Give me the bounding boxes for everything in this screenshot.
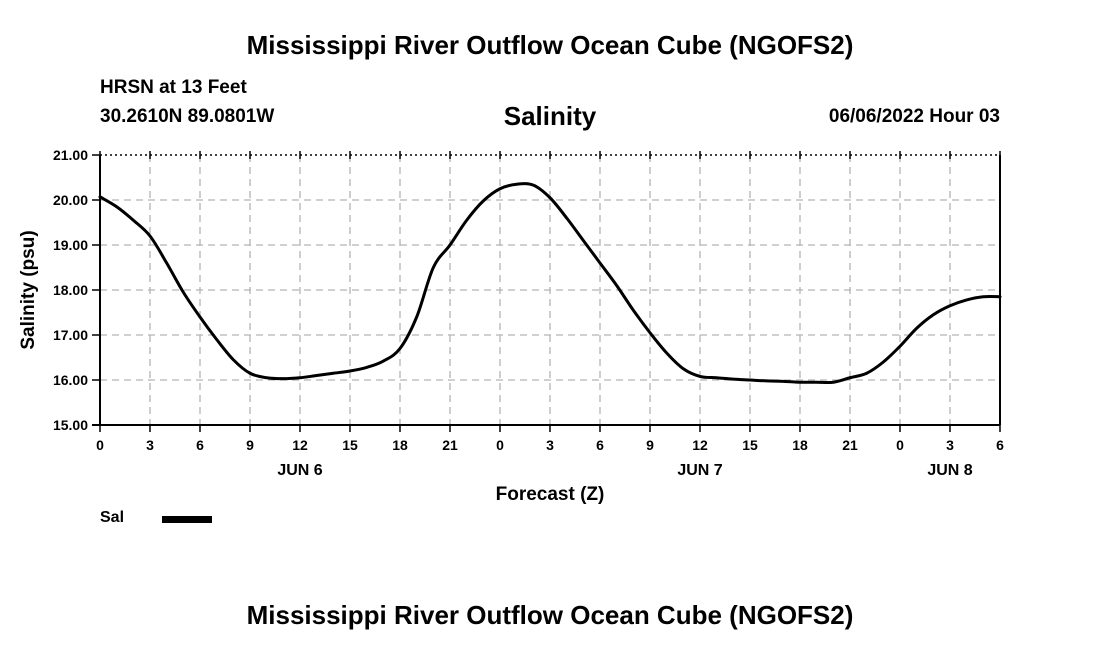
grid-layer [100, 154, 1000, 425]
x-tick-label: 0 [896, 437, 904, 453]
coordinates-label: 30.2610N 89.0801W [100, 106, 275, 127]
day-label: JUN 6 [277, 462, 322, 479]
x-tick-label: 0 [96, 437, 104, 453]
x-tick-label: 9 [646, 437, 654, 453]
x-tick-label: 15 [342, 437, 358, 453]
y-tick-label: 15.00 [53, 417, 88, 433]
footer-title: Mississippi River Outflow Ocean Cube (NG… [246, 600, 854, 630]
series-layer [98, 182, 1002, 385]
x-tick-label: 3 [146, 437, 154, 453]
x-tick-label: 6 [996, 437, 1004, 453]
x-tick-label: 3 [946, 437, 954, 453]
legend-label-sal: Sal [100, 509, 125, 526]
x-axis-title: Forecast (Z) [496, 484, 605, 505]
x-tick-label: 0 [496, 437, 504, 453]
x-tick-label: 15 [742, 437, 758, 453]
x-tick-label: 18 [792, 437, 808, 453]
datetime-label: 06/06/2022 Hour 03 [828, 106, 1000, 127]
legend-swatch-sal [162, 516, 212, 523]
label-layer: 0 3 6 9 12 15 18 21 0 3 6 9 12 15 18 21 0 3 6 15.00 16.00 17.… [18, 147, 1004, 505]
day-label: JUN 8 [927, 462, 972, 479]
station-label: HRSN at 13 Feet [100, 77, 247, 98]
y-tick-label: 18.00 [53, 282, 88, 298]
y-tick-label: 19.00 [53, 237, 88, 253]
x-tick-label: 21 [842, 437, 858, 453]
axis-layer [92, 151, 1001, 432]
day-label: JUN 7 [677, 462, 722, 479]
x-tick-label: 6 [596, 437, 604, 453]
y-axis-title: Salinity (psu) [18, 230, 39, 349]
chart-title: Salinity [503, 101, 597, 131]
series-line-sal [98, 182, 1002, 385]
x-tick-label: 3 [546, 437, 554, 453]
main-title: Mississippi River Outflow Ocean Cube (NG… [246, 30, 854, 60]
x-tick-label: 21 [442, 437, 458, 453]
y-tick-label: 17.00 [53, 327, 88, 343]
x-tick-label: 9 [246, 437, 254, 453]
y-tick-label: 16.00 [53, 372, 88, 388]
x-tick-label: 12 [692, 437, 708, 453]
y-tick-label: 21.00 [53, 147, 88, 163]
y-tick-label: 20.00 [53, 192, 88, 208]
x-tick-label: 18 [392, 437, 408, 453]
x-tick-label: 6 [196, 437, 204, 453]
x-tick-label: 12 [292, 437, 308, 453]
